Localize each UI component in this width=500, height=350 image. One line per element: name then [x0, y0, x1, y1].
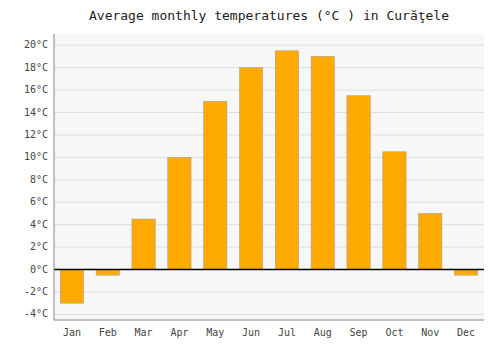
grid-line: [54, 112, 484, 113]
zero-line: [54, 269, 484, 271]
bar: [311, 56, 334, 269]
title: Average monthly temperatures (°C ) in Cu…: [89, 8, 449, 23]
x-tick-label: May: [206, 327, 224, 338]
y-tick-label: 2°C: [30, 241, 48, 252]
y-tick-label: 16°C: [24, 84, 48, 95]
y-tick-label: 4°C: [30, 219, 48, 230]
y-tick-label: -4°C: [24, 308, 48, 319]
y-tick-label: 20°C: [24, 39, 48, 50]
bar: [168, 157, 191, 269]
x-tick-label: Apr: [170, 327, 188, 338]
x-tick-label: Jul: [278, 327, 296, 338]
plot-area: [54, 34, 484, 320]
bar: [383, 152, 406, 270]
x-tick-label: Mar: [135, 327, 153, 338]
y-tick-label: 8°C: [30, 174, 48, 185]
grid-line: [54, 134, 484, 135]
x-tick-label: Jun: [242, 327, 260, 338]
y-tick-label: 0°C: [30, 264, 48, 275]
y-tick-label: -2°C: [24, 286, 48, 297]
bar: [454, 270, 477, 276]
x-tick-label: Oct: [385, 327, 403, 338]
bar: [204, 101, 227, 269]
grid-line: [54, 314, 484, 315]
bar: [347, 96, 370, 270]
x-tick-label: Feb: [99, 327, 117, 338]
grid-line: [54, 291, 484, 292]
bar: [239, 68, 262, 270]
grid-line: [54, 179, 484, 180]
bars: [60, 51, 477, 303]
bar: [60, 270, 83, 304]
y-tick-label: 10°C: [24, 151, 48, 162]
x-tick-label: Aug: [314, 327, 332, 338]
bar: [419, 213, 442, 269]
y-tick-label: 12°C: [24, 129, 48, 140]
bar: [275, 51, 298, 270]
x-tick-label: Sep: [350, 327, 368, 338]
y-tick-label: 6°C: [30, 196, 48, 207]
x-tick-label: Dec: [457, 327, 475, 338]
grid-line: [54, 90, 484, 91]
bar: [96, 270, 119, 276]
grid-line: [54, 157, 484, 158]
y-tick-label: 14°C: [24, 107, 48, 118]
y-tick-label: 18°C: [24, 62, 48, 73]
grid-line: [54, 202, 484, 203]
grid-line: [54, 67, 484, 68]
chart: Average monthly temperatures (°C ) in Cu…: [0, 0, 500, 350]
x-tick-label: Nov: [421, 327, 439, 338]
x-axis-line: [54, 320, 484, 321]
grid-line: [54, 45, 484, 46]
bar: [132, 219, 155, 269]
y-axis-line: [54, 34, 55, 320]
x-tick-label: Jan: [63, 327, 81, 338]
grid-line: [54, 269, 484, 270]
